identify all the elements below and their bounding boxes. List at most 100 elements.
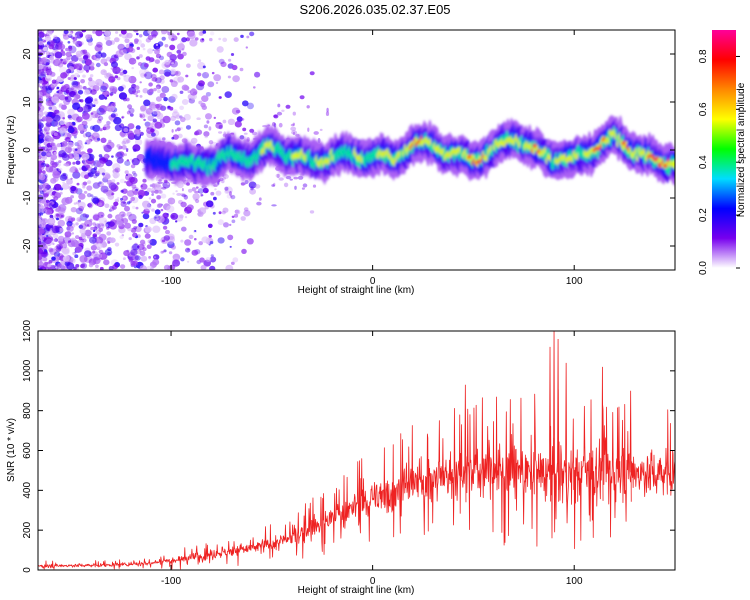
noise-blob	[70, 195, 74, 199]
noise-blob	[218, 58, 225, 65]
noise-blob	[49, 188, 53, 192]
noise-blob	[184, 239, 192, 246]
noise-blob	[294, 185, 297, 190]
noise-blob	[124, 160, 131, 166]
noise-blob	[194, 37, 199, 41]
noise-blob	[166, 213, 169, 216]
noise-blob	[120, 30, 127, 35]
noise-blob	[203, 131, 210, 137]
noise-blob	[83, 55, 89, 60]
noise-blob	[153, 254, 160, 260]
x-tick-label: 0	[370, 576, 376, 587]
y-tick-label: 20	[22, 48, 33, 60]
y-tick-label: 0	[22, 567, 33, 573]
noise-blob	[157, 89, 161, 94]
noise-blob	[80, 262, 88, 269]
noise-blob	[71, 90, 76, 96]
noise-blob	[147, 48, 154, 54]
noise-blob	[161, 30, 168, 35]
noise-blob	[46, 132, 49, 135]
noise-blob	[180, 116, 186, 123]
noise-blob	[75, 235, 80, 240]
noise-blob	[163, 179, 168, 183]
noise-blob	[55, 208, 60, 212]
noise-blob	[218, 131, 223, 134]
noise-blob	[75, 207, 83, 215]
noise-blob	[38, 235, 43, 242]
noise-blob	[82, 49, 88, 54]
noise-blob	[58, 227, 64, 232]
noise-blob	[205, 92, 211, 97]
noise-blob	[46, 152, 52, 158]
snr-y-label: SNR (10 * v/v)	[6, 418, 17, 482]
noise-blob	[243, 207, 249, 212]
noise-blob	[51, 201, 55, 205]
noise-blob	[132, 254, 139, 261]
noise-blob	[140, 183, 148, 190]
noise-blob	[301, 187, 305, 190]
noise-blob	[230, 53, 235, 56]
noise-blob	[39, 89, 47, 96]
noise-blob	[86, 193, 92, 198]
noise-blob	[100, 214, 104, 217]
noise-blob	[229, 223, 232, 226]
noise-blob	[148, 61, 151, 63]
noise-blob	[38, 267, 43, 270]
noise-blob	[194, 190, 200, 194]
noise-blob	[56, 213, 60, 217]
noise-blob	[67, 150, 71, 154]
noise-blob	[138, 34, 143, 38]
noise-blob	[42, 160, 46, 163]
noise-blob	[326, 107, 329, 113]
noise-blob	[72, 266, 79, 270]
noise-blob	[224, 186, 229, 191]
noise-blob	[132, 233, 137, 238]
noise-blob	[104, 174, 111, 180]
noise-blob	[203, 124, 208, 129]
noise-blob	[181, 194, 187, 198]
noise-blob	[148, 257, 151, 260]
noise-blob	[171, 129, 174, 133]
noise-blob	[172, 79, 176, 83]
noise-blob	[38, 237, 42, 245]
noise-blob	[86, 235, 91, 239]
noise-blob	[54, 197, 58, 200]
noise-blob	[191, 187, 197, 192]
noise-blob	[154, 216, 157, 219]
noise-blob	[228, 58, 232, 62]
noise-blob	[107, 241, 111, 244]
y-tick-label: 600	[22, 442, 33, 459]
noise-blob	[57, 219, 65, 227]
noise-blob	[227, 75, 231, 79]
noise-blob	[106, 120, 111, 125]
noise-blob	[38, 101, 43, 108]
noise-blob	[96, 160, 105, 168]
noise-blob	[171, 199, 175, 203]
noise-blob	[205, 200, 214, 208]
noise-blob	[41, 251, 48, 257]
noise-blob	[134, 255, 141, 261]
noise-blob	[41, 233, 46, 238]
noise-blob	[104, 30, 111, 37]
noise-blob	[251, 131, 258, 136]
noise-blob	[120, 264, 126, 269]
noise-blob	[201, 236, 209, 243]
noise-blob	[87, 203, 92, 208]
noise-blob	[244, 180, 249, 184]
noise-blob	[68, 240, 71, 243]
noise-blob	[101, 223, 104, 227]
noise-blob	[156, 215, 165, 223]
noise-blob	[78, 224, 84, 229]
noise-blob	[40, 212, 44, 216]
noise-blob	[189, 39, 198, 47]
noise-blob	[117, 43, 125, 51]
noise-blob	[197, 211, 204, 217]
noise-blob	[138, 222, 144, 228]
noise-blob	[149, 238, 157, 246]
noise-blob	[102, 144, 108, 149]
noise-blob	[138, 54, 143, 58]
noise-blob	[166, 30, 169, 33]
noise-blob	[103, 153, 110, 160]
noise-blob	[96, 253, 103, 259]
noise-blob	[161, 86, 170, 93]
